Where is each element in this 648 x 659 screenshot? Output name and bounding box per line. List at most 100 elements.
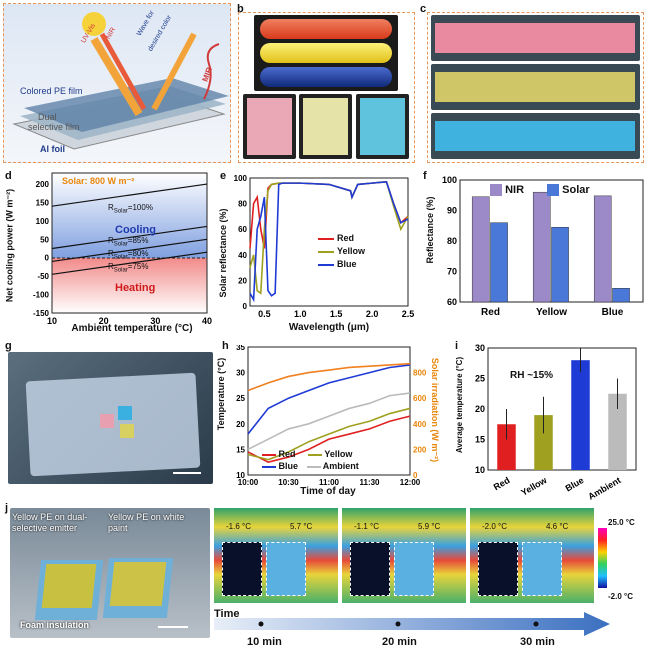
rsolar-85-label: RSolar=85%	[108, 236, 149, 248]
sun-icon	[82, 12, 106, 36]
temp-series-solar-irradiation	[247, 362, 411, 392]
photo-roof-test	[10, 508, 210, 638]
rsolar-100-label: RSolar=100%	[108, 203, 153, 215]
bar-nir-red	[471, 196, 490, 303]
i-ytick: 20	[475, 404, 485, 414]
f-xtick: Blue	[602, 307, 624, 318]
h-xlabel: Time of day	[300, 486, 356, 497]
bar-solar-blue	[612, 288, 630, 303]
e-ytick: 40	[238, 251, 247, 260]
f-xtick: Yellow	[536, 307, 567, 318]
legend-h-red: Red Yellow	[262, 448, 359, 460]
f-ytick: 70	[447, 267, 457, 277]
h-xtick: 11:00	[319, 478, 340, 485]
h-ytick: 10	[236, 471, 245, 480]
legend-blue: Blue	[318, 258, 365, 271]
legend-red: Red	[318, 232, 365, 245]
cooling-power-chart: 10 20 30 40 200 150 100 50 0 -50 -100 -150	[33, 172, 212, 326]
h-ylabel: Temperature (°C)	[216, 357, 226, 431]
temp-10-left: -1.6 °C	[226, 522, 251, 531]
photo-film-rolls	[254, 15, 398, 91]
f-xtick: Red	[481, 307, 500, 318]
i-ytick: 30	[475, 343, 485, 353]
heating-label: Heating	[115, 282, 156, 294]
bar-red	[497, 424, 516, 470]
time-label: Time	[214, 608, 240, 620]
i-xtick: Blue	[564, 475, 586, 493]
d-ytick: 100	[36, 217, 50, 226]
h-legend: Red Yellow Blue Ambient	[262, 448, 359, 472]
cooling-label: Cooling	[115, 224, 156, 236]
temp-30-left: -2.0 °C	[482, 522, 507, 531]
panel-b-label: b	[237, 3, 244, 15]
e-ytick: 80	[238, 200, 247, 209]
d-xtick: 10	[47, 316, 57, 326]
dual-label: Dual	[38, 112, 57, 122]
time-30min: 30 min	[520, 636, 555, 648]
panel-i-label: i	[455, 340, 459, 352]
e-ytick: 100	[234, 174, 248, 183]
h-ytick: 25	[236, 394, 245, 403]
i-xtick: Red	[492, 475, 512, 492]
thermal-image-10min	[214, 508, 338, 603]
i-xtick: Yellow	[519, 475, 549, 498]
h-y2tick: 400	[413, 420, 427, 429]
d-ytick: -50	[37, 272, 49, 281]
reflectance-chart: 0.5 1.0 1.5 2.0 2.5 100 80 60 40 20 0	[234, 174, 415, 319]
photo-yellow-film	[299, 94, 352, 159]
d-xtick: 30	[150, 316, 160, 326]
panel-a-frame	[3, 3, 231, 163]
temp-series-red	[247, 415, 411, 464]
h-xtick: 11:30	[359, 478, 380, 485]
f-ylabel: Reflectance (%)	[425, 196, 435, 264]
thermal-image-20min	[342, 508, 466, 603]
scale-max-label: 25.0 °C	[608, 518, 635, 527]
temp-series-yellow	[247, 407, 411, 461]
avg-temperature-chart: Red Yellow Blue Ambient 30 25 20 15 10	[475, 343, 637, 500]
h-xtick: 10:30	[278, 478, 299, 485]
d-ytick: 200	[36, 180, 50, 189]
e-ytick: 20	[238, 276, 247, 285]
f-ytick: 90	[447, 206, 457, 216]
h-ytick: 35	[236, 345, 245, 352]
h-y2tick: 0	[413, 471, 418, 480]
i-ytick: 25	[475, 374, 485, 384]
cooling-line-0	[51, 183, 208, 207]
time-arrow	[214, 612, 610, 636]
panel-e-label: e	[220, 170, 227, 182]
photo-red-film	[243, 94, 296, 159]
i-xtick: Ambient	[586, 475, 622, 500]
foam-label: Foam insulation	[20, 620, 90, 630]
bar-solar-red	[490, 222, 508, 303]
d-ytick: -100	[33, 291, 50, 300]
reflectance-bar-chart: Red Yellow Blue 100 90 80 70 60	[442, 175, 644, 318]
h-y2tick: 600	[413, 394, 427, 403]
cooling-line-2	[51, 238, 208, 263]
d-xtick: 20	[99, 316, 109, 326]
h-ytick: 30	[236, 369, 245, 378]
d-ytick: -150	[33, 309, 50, 318]
temp-series-blue	[247, 364, 411, 435]
reflect-series-blue	[249, 180, 409, 303]
e-ytick: 0	[243, 302, 248, 311]
panel-f-label: f	[423, 170, 427, 182]
solar-800-label: Solar: 800 W m⁻²	[62, 176, 135, 186]
rsolar-80-label: RSolar=80%	[108, 249, 149, 261]
al-foil-label: Al foil	[40, 144, 65, 154]
photo-field-test	[8, 352, 213, 484]
nir-swatch	[490, 184, 502, 197]
d-ytick: 0	[45, 254, 50, 263]
f-ytick: 60	[447, 297, 457, 307]
bar-blue	[571, 360, 590, 470]
d-ytick: 150	[36, 198, 50, 207]
panel-c-frame	[427, 12, 644, 163]
i-ylabel: Average temperature (°C)	[455, 356, 464, 454]
h-xtick: 12:00	[400, 478, 421, 485]
e-legend: Red Yellow Blue	[318, 232, 365, 271]
i-ytick: 10	[475, 465, 485, 475]
e-xtick: 2.0	[366, 309, 379, 319]
thermal-image-30min	[470, 508, 594, 603]
panel-g-label: g	[5, 340, 12, 352]
temp-20-left: -1.1 °C	[354, 522, 379, 531]
cooling-line-3	[51, 251, 208, 275]
